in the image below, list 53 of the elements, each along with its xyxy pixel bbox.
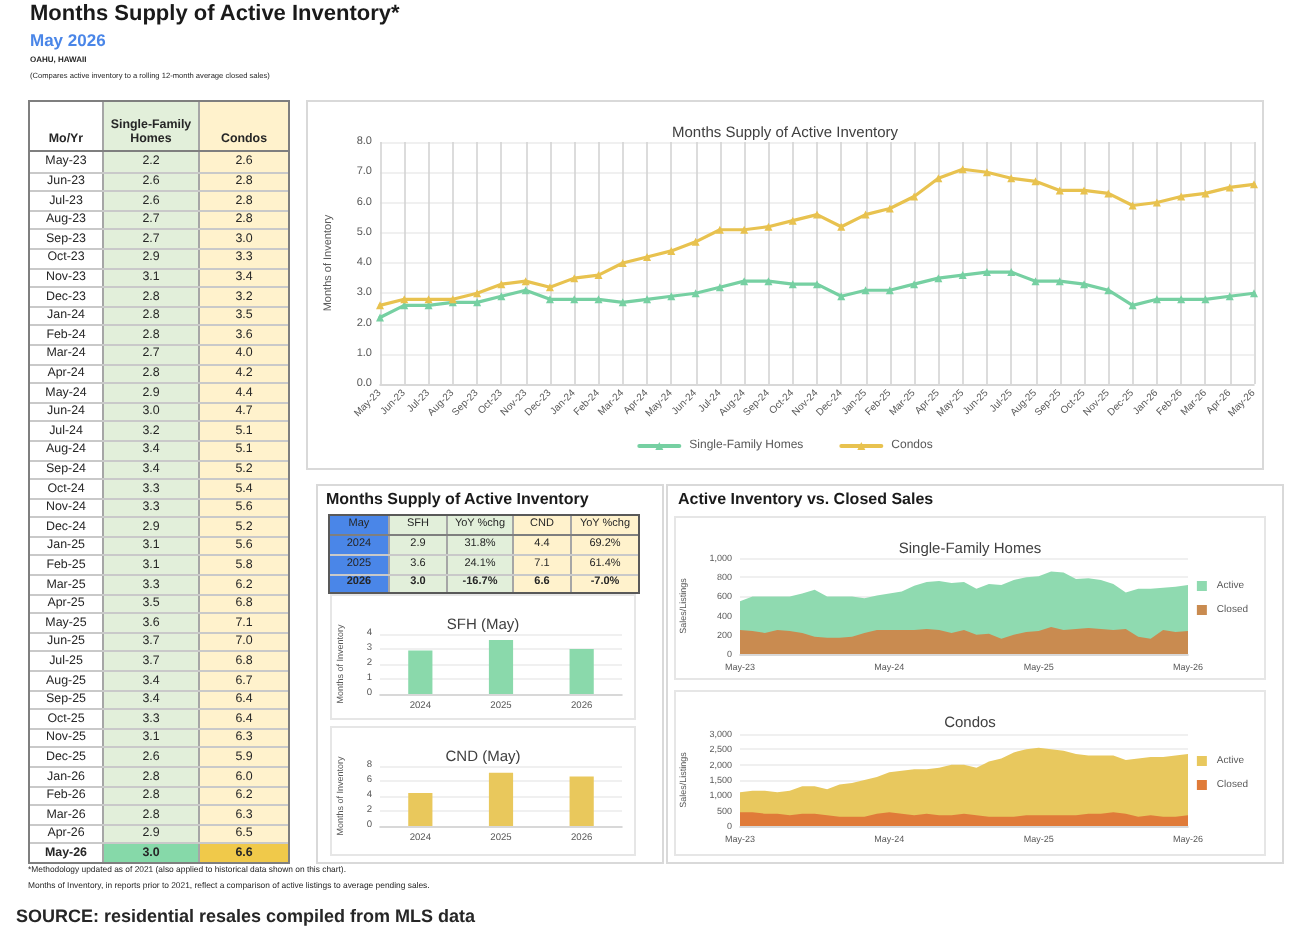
source-note: SOURCE: residential resales compiled from MLS data [16, 906, 476, 926]
point [1201, 295, 1210, 304]
point [764, 222, 773, 231]
text: Months Supply of Active Inventory [326, 490, 589, 508]
line-series [376, 165, 1258, 310]
point [497, 280, 506, 289]
point [691, 237, 700, 246]
text: Months Supply of Active Inventory* [30, 2, 400, 26]
point [715, 225, 724, 234]
point [1031, 177, 1040, 186]
point [1128, 201, 1137, 210]
point [740, 277, 749, 286]
point [473, 289, 482, 298]
text: Active Inventory vs. Closed Sales [678, 490, 934, 508]
point [813, 210, 821, 219]
point [424, 295, 433, 304]
point [1250, 180, 1258, 189]
point [813, 280, 821, 289]
point [1080, 280, 1089, 289]
point [643, 252, 652, 261]
point [1152, 198, 1161, 207]
point [934, 274, 943, 283]
point [521, 277, 530, 286]
point [982, 168, 991, 177]
point [594, 271, 603, 280]
point [643, 295, 652, 304]
point [667, 246, 676, 255]
point [764, 277, 773, 286]
point [545, 283, 554, 292]
point [861, 210, 870, 219]
point [594, 295, 603, 304]
point [788, 216, 797, 225]
bar [569, 776, 594, 826]
line-series [376, 268, 1258, 322]
point [837, 222, 846, 231]
point [376, 301, 384, 310]
point [740, 225, 749, 234]
point [1080, 186, 1089, 195]
point [715, 283, 724, 292]
bar [488, 772, 514, 826]
bar [408, 793, 433, 826]
point [885, 204, 894, 213]
point [1031, 277, 1040, 286]
point [982, 268, 991, 277]
point [861, 286, 870, 295]
point [1250, 289, 1258, 298]
point [618, 259, 627, 267]
point [376, 313, 384, 322]
point [958, 271, 967, 280]
point [691, 289, 700, 298]
point [545, 295, 554, 304]
point [910, 280, 919, 289]
text: May 2026 [30, 30, 106, 50]
